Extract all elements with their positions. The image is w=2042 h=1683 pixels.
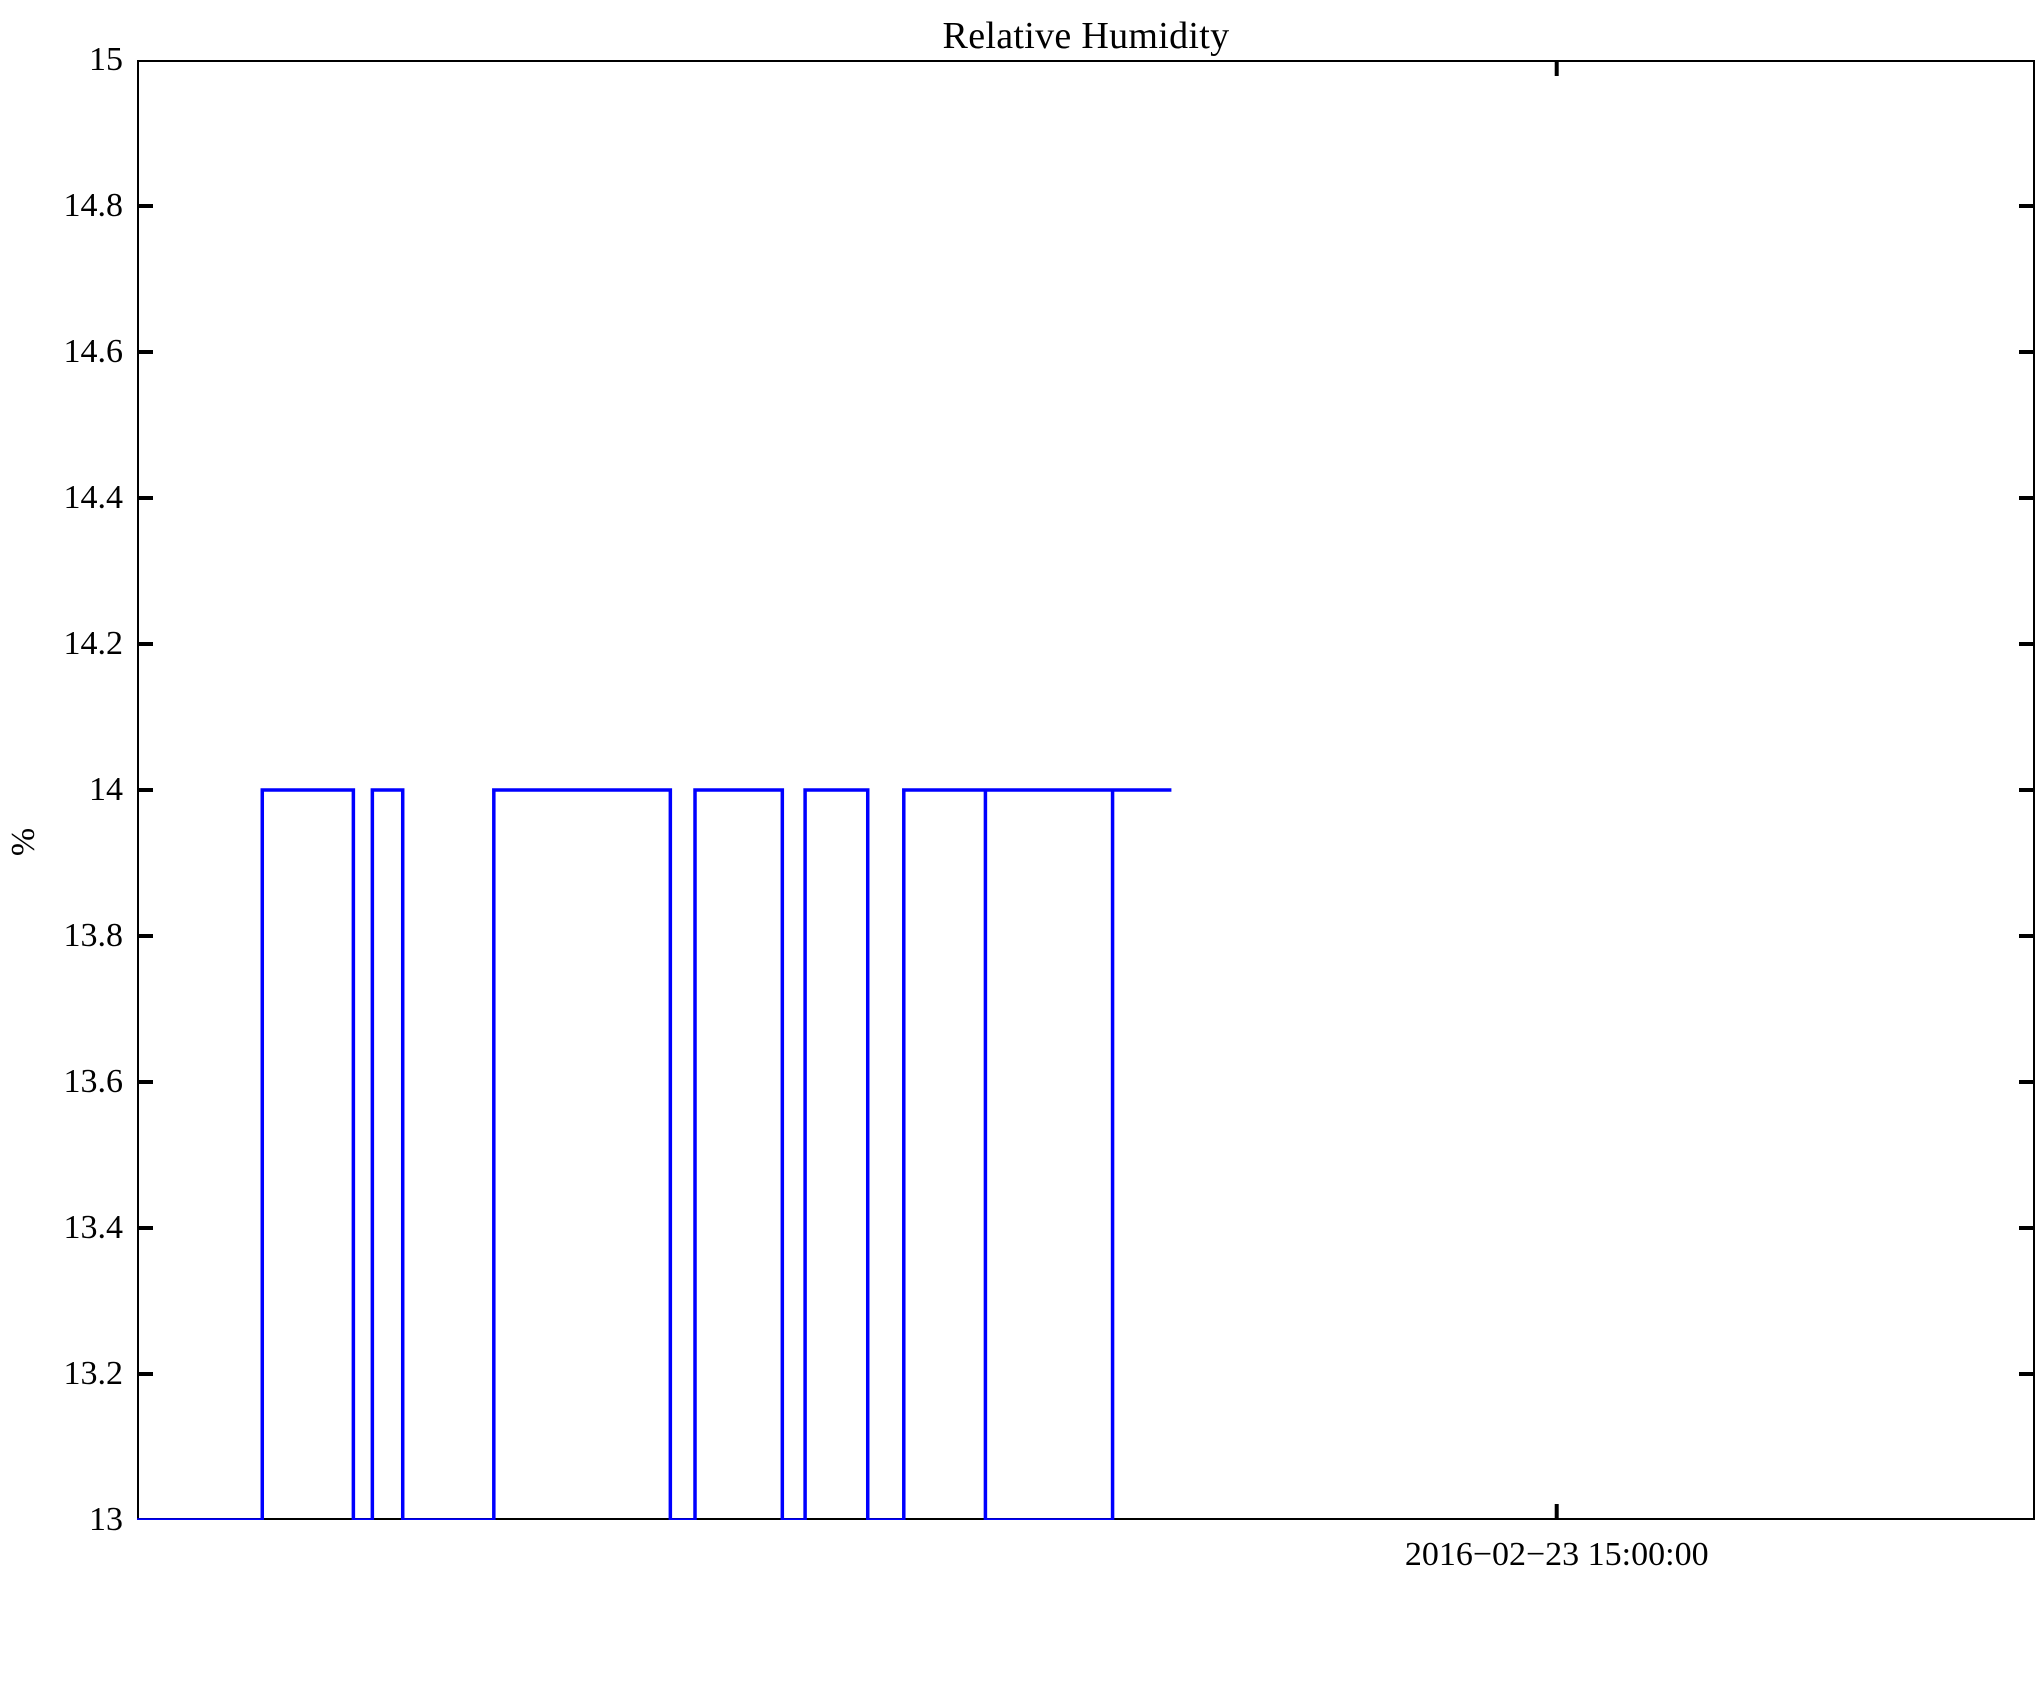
x-axis-tick-labels: 2016−02−23 15:00:00 <box>137 1536 2035 1596</box>
y-tick-label: 13.6 <box>63 1063 124 1100</box>
y-tick-label: 13.8 <box>63 917 124 954</box>
plot-area <box>137 60 2035 1520</box>
y-tick-label: 13.4 <box>63 1209 124 1246</box>
humidity-step-line <box>137 788 1172 1520</box>
y-axis-tick-labels: 13 13.2 13.4 13.6 13.8 14 14.2 14.4 14.6 14.8 15 <box>0 41 137 1538</box>
data-series-group <box>137 788 1172 1520</box>
plot-svg <box>137 60 2035 1520</box>
y-tick-label: 14.6 <box>63 333 124 370</box>
y-tick-label: 14.2 <box>63 625 124 662</box>
chart-title: Relative Humidity <box>942 15 1230 57</box>
y-tick-label: 13 <box>89 1501 123 1538</box>
y-tick-label: 15 <box>89 41 123 78</box>
y-tick-label: 14.8 <box>63 187 124 224</box>
y-tick-marks <box>137 60 2035 1520</box>
y-tick-label: 14 <box>89 771 123 808</box>
x-tick-label: 2016−02−23 15:00:00 <box>1404 1536 1709 1573</box>
y-tick-label: 14.4 <box>63 479 124 516</box>
y-tick-label: 13.2 <box>63 1355 124 1392</box>
